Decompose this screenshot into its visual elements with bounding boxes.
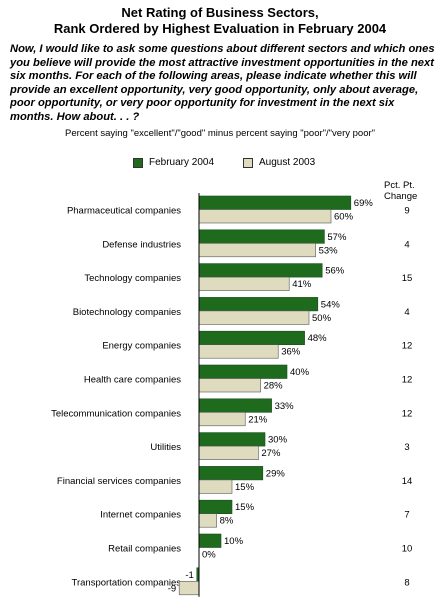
value-label-feb: 33% — [275, 401, 295, 412]
pct-change-value: 12 — [402, 408, 413, 419]
value-label-feb: 56% — [325, 266, 345, 277]
category-label: Telecommunication companies — [51, 408, 181, 419]
value-label-aug: -9 — [168, 583, 176, 594]
pct-change-value: 12 — [402, 341, 413, 352]
value-label-aug: 0% — [202, 550, 216, 561]
pct-change-value: 14 — [402, 476, 413, 487]
bar-feb-financial-services-companies — [198, 466, 264, 481]
value-label-feb: 54% — [321, 299, 341, 310]
bar-aug-transportation-companies — [178, 580, 200, 596]
value-label-aug: 15% — [235, 482, 255, 493]
chart-subtitle: Percent saying "excellent"/"good" minus … — [64, 128, 376, 139]
legend-swatch-feb — [133, 157, 143, 168]
bar-aug-telecommunication-companies — [198, 411, 246, 427]
bar-feb-technology-companies — [198, 263, 323, 278]
pct-change-value: 9 — [404, 206, 409, 217]
bar-feb-energy-companies — [198, 330, 305, 346]
value-label-aug: 41% — [292, 279, 312, 290]
category-label: Defense industries — [102, 239, 181, 250]
value-label-aug: 21% — [248, 414, 268, 425]
value-label-feb: 40% — [290, 367, 310, 378]
pct-change-value: 3 — [404, 442, 409, 453]
category-label: Internet companies — [100, 510, 181, 521]
value-label-feb: 29% — [266, 468, 286, 479]
pct-change-value: 4 — [404, 307, 409, 318]
bar-feb-defense-industries — [198, 229, 325, 244]
value-label-feb: 10% — [224, 536, 244, 547]
bar-feb-retail-companies — [198, 533, 222, 548]
category-label: Retail companies — [108, 544, 181, 555]
bar-aug-pharmaceutical-companies — [198, 209, 332, 224]
bar-feb-utilities — [198, 432, 266, 447]
category-label: Utilities — [150, 442, 181, 453]
category-label: Energy companies — [102, 341, 181, 352]
legend-item-feb: February 2004 — [133, 157, 214, 168]
value-label-feb: 15% — [235, 502, 255, 513]
value-label-aug: 27% — [261, 448, 281, 459]
survey-question: Now, I would like to ask some questions … — [10, 43, 435, 123]
bar-feb-internet-companies — [198, 499, 233, 515]
pct-change-value: 7 — [404, 510, 409, 521]
category-label: Technology companies — [84, 273, 181, 284]
value-label-aug: 36% — [281, 347, 301, 358]
legend-swatch-aug — [243, 157, 253, 168]
pct-change-value: 4 — [404, 239, 409, 250]
bar-aug-technology-companies — [198, 276, 290, 291]
value-label-feb: -1 — [185, 570, 193, 581]
value-label-feb: 30% — [268, 435, 288, 446]
value-label-aug: 60% — [334, 212, 354, 223]
bar-feb-telecommunication-companies — [198, 398, 272, 413]
change-column-header: Pct. Pt. Change — [384, 180, 418, 202]
bar-aug-internet-companies — [198, 513, 217, 528]
value-label-aug: 53% — [319, 245, 339, 256]
category-label: Biotechnology companies — [73, 307, 182, 318]
value-label-aug: 28% — [264, 381, 284, 392]
category-label: Health care companies — [84, 375, 181, 386]
category-label: Transportation companies — [72, 577, 182, 588]
bar-feb-pharmaceutical-companies — [198, 195, 352, 210]
bar-feb-health-care-companies — [198, 364, 288, 379]
value-label-feb: 48% — [308, 333, 328, 344]
chart-title: Net Rating of Business Sectors, Rank Ord… — [0, 5, 440, 37]
value-label-feb: 57% — [327, 232, 347, 243]
bar-aug-defense-industries — [198, 243, 316, 258]
legend-label-feb: February 2004 — [149, 157, 215, 168]
bar-aug-health-care-companies — [198, 378, 261, 393]
bar-aug-energy-companies — [198, 344, 279, 359]
bar-aug-biotechnology-companies — [198, 310, 310, 325]
legend-item-aug: August 2003 — [243, 157, 315, 168]
value-label-aug: 8% — [220, 516, 234, 527]
title-line-1: Net Rating of Business Sectors, — [121, 5, 319, 20]
value-label-feb: 69% — [354, 198, 374, 209]
value-label-aug: 50% — [312, 313, 332, 324]
legend-label-aug: August 2003 — [259, 157, 316, 168]
category-label: Pharmaceutical companies — [67, 206, 181, 217]
pct-change-value: 12 — [402, 375, 413, 386]
category-label: Financial services companies — [57, 476, 181, 487]
bar-feb-biotechnology-companies — [198, 297, 319, 312]
title-line-2: Rank Ordered by Highest Evaluation in Fe… — [53, 21, 387, 36]
pct-change-value: 8 — [404, 577, 409, 588]
pct-change-value: 10 — [402, 544, 413, 555]
bar-aug-utilities — [198, 445, 259, 460]
pct-change-value: 15 — [402, 273, 413, 284]
bar-aug-financial-services-companies — [198, 479, 233, 494]
